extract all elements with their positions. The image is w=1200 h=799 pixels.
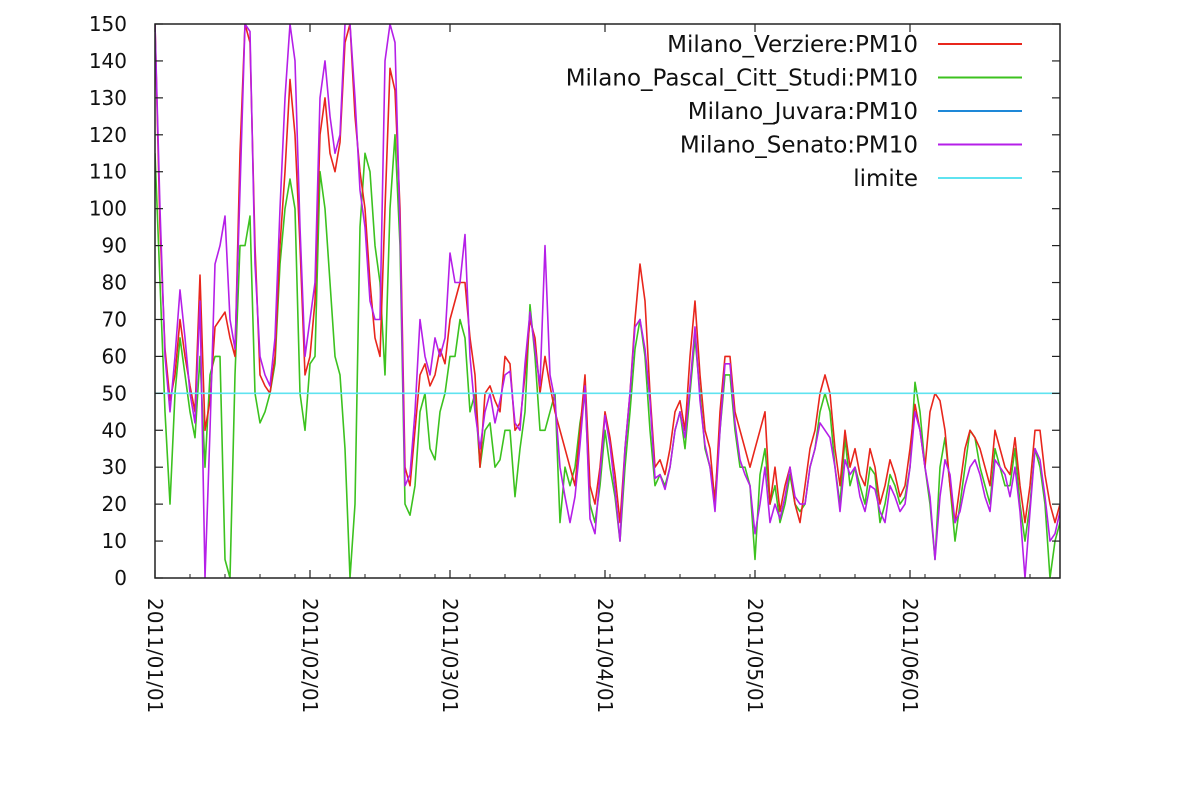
y-tick-label: 10 [102,529,127,553]
y-tick-label: 130 [89,86,127,110]
y-tick-label: 90 [102,234,127,258]
legend-label: Milano_Verziere:PM10 [667,32,918,58]
y-tick-label: 120 [89,123,127,147]
legend-label: Milano_Juvara:PM10 [688,99,918,125]
series-line-milano-senato-pm10 [155,24,1060,578]
legend: Milano_Verziere:PM10 Milano_Pascal_Citt_S… [566,32,1022,192]
y-tick-label: 50 [102,381,127,405]
legend-label: Milano_Senato:PM10 [680,133,918,159]
y-axis: 0 10 20 30 40 50 60 70 80 90 100 110 120 130 140 150 [89,12,1060,590]
series-layer [155,24,1060,578]
y-tick-label: 60 [102,344,127,368]
y-tick-label: 30 [102,455,127,479]
legend-label: Milano_Pascal_Citt_Studi:PM10 [566,66,918,92]
legend-label: limite [853,166,918,192]
series-line-milano-verziere-pm10 [155,24,1060,524]
y-tick-label: 150 [89,12,127,36]
y-tick-label: 40 [102,418,127,442]
x-tick-label: 2011/03/01 [438,598,462,713]
y-tick-label: 70 [102,307,127,331]
series-line-milano-pascal-citt-studi-pm10 [155,134,1060,578]
y-tick-label: 110 [89,160,127,184]
y-tick-label: 20 [102,492,127,516]
x-tick-label: 2011/05/01 [743,598,767,713]
x-axis: 2011/01/01 2011/02/01 2011/03/01 2011/04/01… [143,24,1031,713]
x-tick-label: 2011/02/01 [298,598,322,713]
y-tick-label: 140 [89,49,127,73]
x-tick-label: 2011/06/01 [898,598,922,713]
y-tick-label: 80 [102,271,127,295]
x-tick-label: 2011/04/01 [593,598,617,713]
x-tick-label: 2011/01/01 [143,598,167,713]
plot-frame [154,23,1061,579]
y-tick-label: 100 [89,197,127,221]
y-tick-label: 0 [114,566,127,590]
